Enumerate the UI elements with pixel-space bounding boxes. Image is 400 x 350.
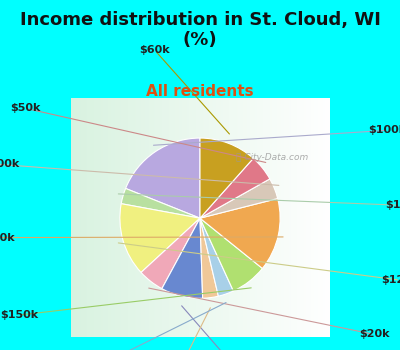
- Text: $100k: $100k: [368, 125, 400, 135]
- Wedge shape: [200, 218, 262, 291]
- Text: $125k: $125k: [381, 275, 400, 285]
- Wedge shape: [162, 218, 203, 298]
- Text: $60k: $60k: [140, 45, 170, 55]
- Wedge shape: [200, 198, 280, 268]
- Text: $150k: $150k: [0, 310, 38, 320]
- Wedge shape: [121, 188, 200, 218]
- Text: $50k: $50k: [10, 103, 41, 113]
- Text: Income distribution in St. Cloud, WI
(%): Income distribution in St. Cloud, WI (%): [20, 10, 380, 49]
- Text: $20k: $20k: [359, 329, 390, 340]
- Text: All residents: All residents: [146, 84, 254, 99]
- Wedge shape: [200, 218, 218, 298]
- Text: $40k: $40k: [0, 232, 15, 243]
- Text: > $200k: > $200k: [0, 159, 19, 169]
- Text: $10k: $10k: [385, 200, 400, 210]
- Wedge shape: [120, 204, 200, 272]
- Wedge shape: [200, 179, 278, 218]
- Wedge shape: [141, 218, 200, 289]
- Wedge shape: [200, 138, 253, 218]
- Text: ⓘ City-Data.com: ⓘ City-Data.com: [236, 153, 308, 162]
- Wedge shape: [200, 158, 270, 218]
- Wedge shape: [126, 138, 200, 218]
- Wedge shape: [200, 218, 233, 296]
